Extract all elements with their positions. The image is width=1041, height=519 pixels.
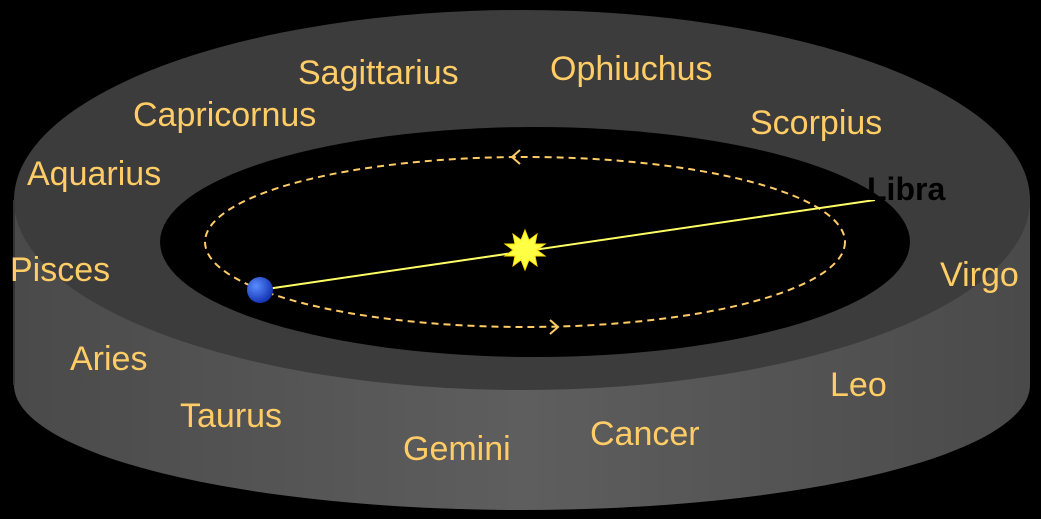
label: Libra [867, 171, 945, 207]
sun [503, 228, 547, 272]
orbit [204, 156, 846, 328]
label: Sagittarius [298, 54, 459, 92]
label: Aquarius [27, 155, 161, 193]
label: Gemini [403, 430, 511, 468]
label: Virgo [940, 256, 1019, 294]
label: Scorpius [750, 104, 882, 142]
orbit-arrow [549, 319, 560, 335]
label: Taurus [180, 397, 282, 435]
label: Capricornus [133, 96, 316, 134]
sightline [259, 199, 876, 291]
label: Ophiuchus [550, 50, 713, 88]
orbit-arrow [510, 149, 521, 165]
label: Leo [830, 366, 887, 404]
earth [247, 277, 273, 303]
label: Aries [70, 340, 147, 378]
label: Pisces [10, 251, 110, 289]
label: Cancer [590, 415, 700, 453]
